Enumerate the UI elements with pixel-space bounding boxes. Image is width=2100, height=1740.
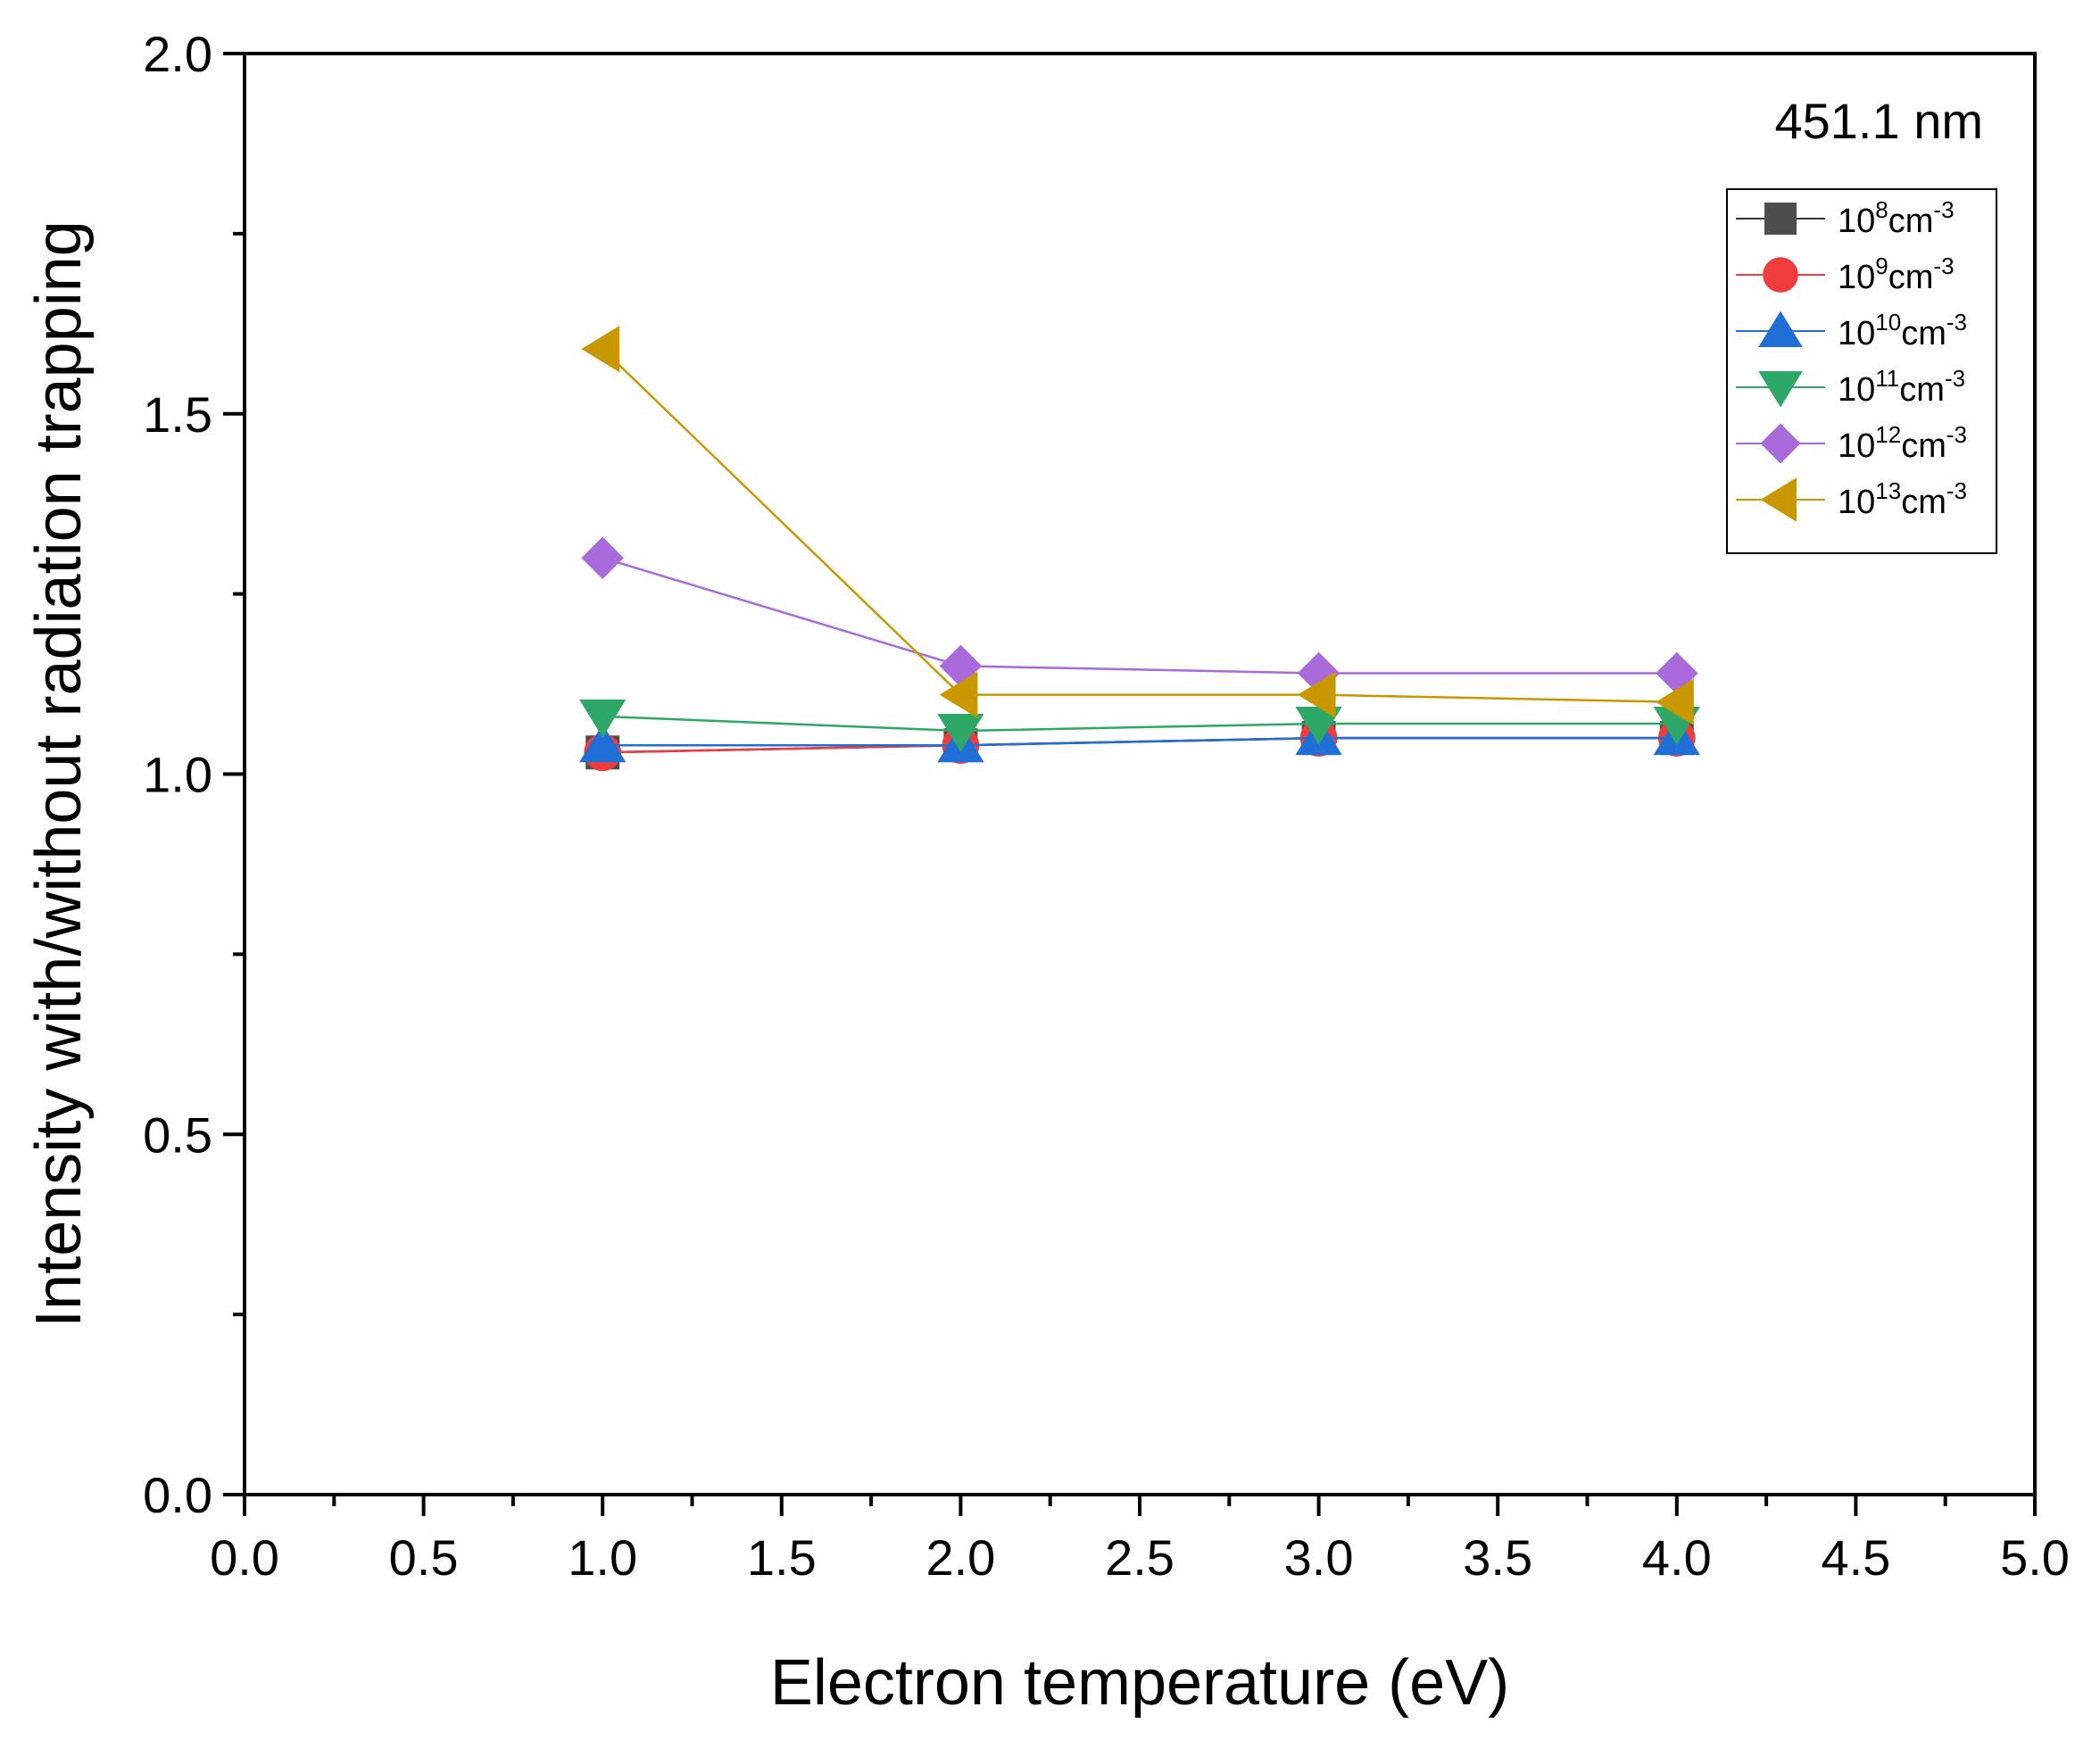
legend-superscript: -3 — [1945, 365, 1965, 392]
legend-superscript: -3 — [1946, 421, 1967, 448]
legend-marker — [1760, 423, 1801, 464]
legend-item: 1011cm-3 — [1736, 365, 1965, 409]
legend-text-part: 10 — [1838, 371, 1875, 409]
legend-text-part: 10 — [1838, 427, 1875, 465]
data-point — [581, 536, 624, 579]
series-line — [602, 736, 1677, 747]
legend-superscript: -3 — [1933, 253, 1954, 279]
x-tick-label: 2.0 — [925, 1529, 995, 1586]
legend-label: 108cm-3 — [1838, 196, 1955, 240]
legend-label: 1010cm-3 — [1838, 309, 1967, 352]
legend-text-part: cm — [1901, 315, 1946, 352]
legend-text-part: 10 — [1838, 484, 1875, 521]
series-line — [602, 348, 1677, 703]
legend-superscript: 9 — [1875, 253, 1888, 279]
series-layer — [579, 325, 1700, 772]
axes: 0.0 0.5 1.0 1.5 2.0 2.5 3.0 3.5 4.0 4.5 5.0 0.0 0.5 1… — [143, 26, 2070, 1586]
legend-marker — [1758, 371, 1803, 408]
legend-label: 1013cm-3 — [1838, 477, 1967, 521]
data-point — [939, 671, 978, 718]
legend-text-part: 10 — [1838, 203, 1875, 240]
legend-label: 1011cm-3 — [1838, 365, 1965, 409]
legend-superscript: 10 — [1875, 309, 1901, 336]
legend-text-part: cm — [1888, 259, 1934, 296]
legend-text-part: cm — [1888, 203, 1934, 240]
legend-marker — [1760, 477, 1797, 522]
x-tick-label: 0.5 — [389, 1529, 459, 1586]
series-line — [602, 557, 1677, 675]
x-tick-label: 4.0 — [1642, 1529, 1712, 1586]
legend-item: 109cm-3 — [1736, 253, 1955, 296]
y-tick-label: 1.5 — [143, 386, 212, 443]
data-point — [579, 724, 627, 763]
legend-item: 1013cm-3 — [1736, 477, 1967, 522]
legend-label: 1012cm-3 — [1838, 421, 1967, 465]
legend-superscript: 12 — [1875, 421, 1901, 448]
legend-item: 108cm-3 — [1736, 196, 1955, 240]
legend-text-part: 10 — [1838, 259, 1875, 296]
y-tick-label: 2.0 — [143, 26, 212, 82]
x-tick-label: 1.5 — [747, 1529, 817, 1586]
data-point — [581, 325, 620, 373]
y-tick-label: 0.5 — [143, 1106, 212, 1163]
legend-label: 109cm-3 — [1838, 253, 1955, 296]
x-tick-label: 2.5 — [1105, 1529, 1175, 1586]
legend-superscript: 11 — [1875, 365, 1899, 392]
legend-text-part: 10 — [1838, 315, 1875, 352]
legend-superscript: -3 — [1946, 309, 1967, 336]
legend-marker — [1763, 257, 1798, 293]
wavelength-annotation: 451.1 nm — [1775, 93, 1984, 149]
series-13 — [581, 325, 1694, 725]
y-axis-title: Intensity with/without radiation trappin… — [23, 220, 95, 1328]
x-tick-label: 3.5 — [1463, 1529, 1532, 1586]
data-point — [1656, 678, 1694, 725]
x-tick-label: 4.5 — [1821, 1529, 1890, 1586]
y-tick-label: 1.0 — [143, 747, 212, 803]
x-tick-label: 5.0 — [2000, 1529, 2070, 1586]
legend-superscript: 8 — [1875, 196, 1888, 223]
y-tick-label: 0.0 — [143, 1467, 212, 1523]
x-axis-title: Electron temperature (eV) — [770, 1647, 1509, 1719]
legend-text-part: cm — [1899, 371, 1945, 409]
series-11 — [579, 699, 1700, 752]
series-line — [602, 715, 1677, 733]
x-tick-label: 0.0 — [210, 1529, 279, 1586]
legend-item: 1010cm-3 — [1736, 309, 1967, 352]
legend-item: 1012cm-3 — [1736, 421, 1967, 465]
legend-superscript: 13 — [1875, 477, 1901, 504]
legend-marker — [1764, 203, 1797, 235]
data-point — [937, 714, 984, 752]
legend: 108cm-3109cm-31010cm-31011cm-31012cm-310… — [1726, 188, 1997, 554]
x-tick-label: 3.0 — [1284, 1529, 1354, 1586]
legend-text-part: cm — [1901, 427, 1946, 465]
legend-marker — [1758, 311, 1803, 347]
data-point — [1295, 706, 1342, 745]
legend-superscript: -3 — [1933, 196, 1954, 223]
legend-superscript: -3 — [1946, 477, 1967, 504]
series-12 — [581, 536, 1698, 695]
x-tick-label: 1.0 — [568, 1529, 637, 1586]
data-point — [579, 699, 627, 738]
data-point — [1297, 671, 1336, 718]
legend-text-part: cm — [1901, 484, 1946, 521]
